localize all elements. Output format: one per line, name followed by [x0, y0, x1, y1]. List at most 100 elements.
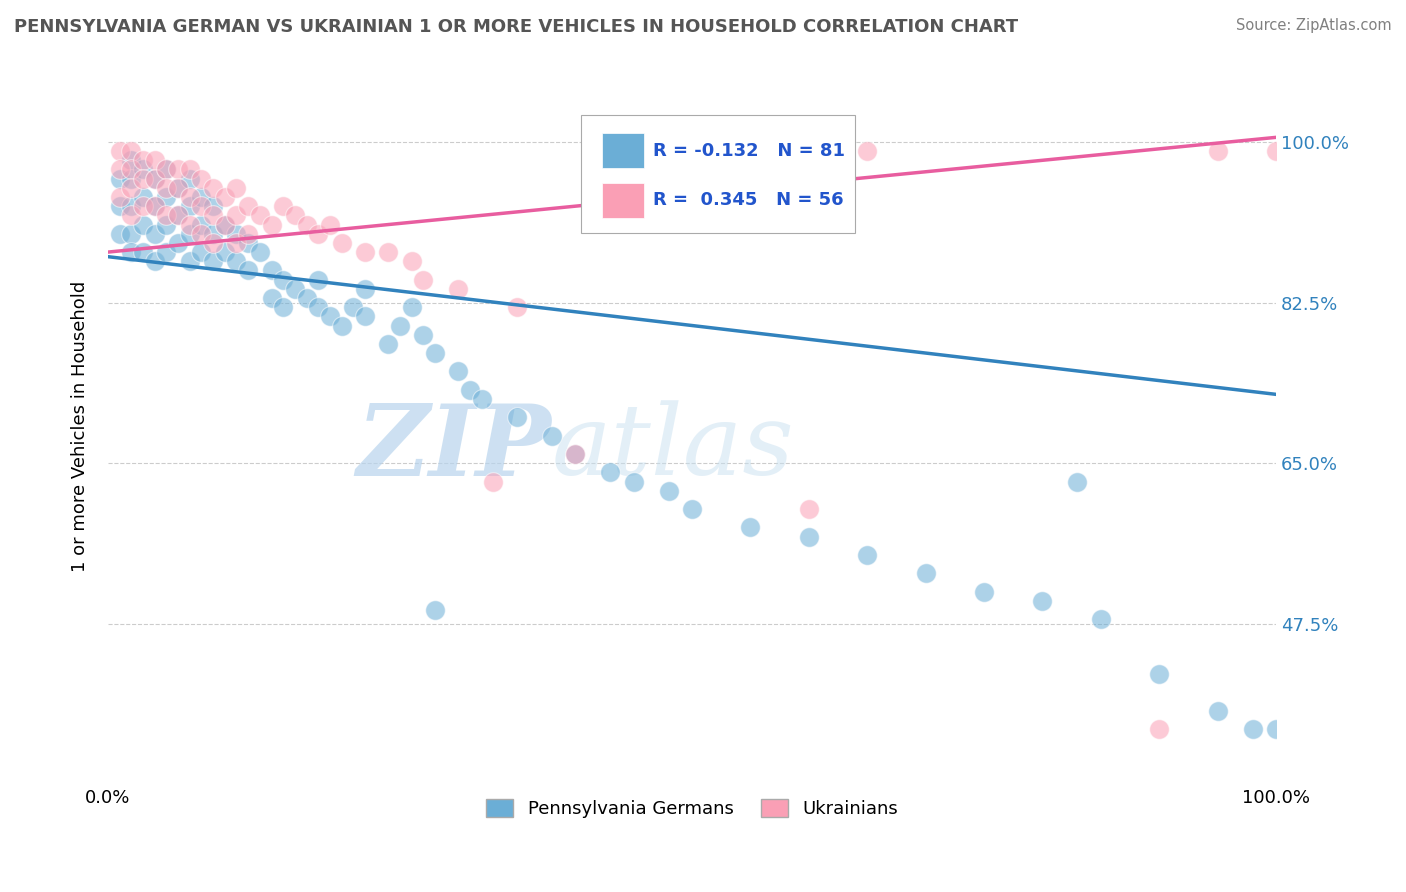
Point: [599, 466, 621, 480]
Point: [108, 227, 131, 241]
Point: [307, 227, 329, 241]
Point: [377, 337, 399, 351]
Point: [1206, 704, 1229, 718]
Point: [236, 227, 259, 241]
Point: [354, 310, 377, 324]
Point: [540, 428, 562, 442]
FancyBboxPatch shape: [581, 115, 855, 233]
Point: [120, 199, 142, 213]
Point: [354, 282, 377, 296]
Point: [108, 171, 131, 186]
Point: [132, 162, 155, 177]
Point: [1031, 594, 1053, 608]
Point: [260, 263, 283, 277]
Point: [260, 218, 283, 232]
Point: [190, 245, 212, 260]
Point: [354, 245, 377, 260]
Point: [108, 190, 131, 204]
Point: [120, 208, 142, 222]
Point: [179, 254, 201, 268]
Point: [155, 162, 177, 177]
Point: [120, 144, 142, 158]
Point: [271, 199, 294, 213]
Point: [236, 235, 259, 250]
Point: [155, 190, 177, 204]
Point: [401, 300, 423, 314]
Text: atlas: atlas: [551, 401, 794, 496]
Point: [120, 153, 142, 168]
Point: [179, 199, 201, 213]
Point: [225, 181, 247, 195]
Point: [132, 190, 155, 204]
Point: [108, 144, 131, 158]
Point: [190, 190, 212, 204]
Point: [1090, 612, 1112, 626]
Point: [143, 199, 166, 213]
Point: [681, 502, 703, 516]
Point: [225, 235, 247, 250]
Point: [214, 245, 236, 260]
Point: [1066, 475, 1088, 489]
Point: [973, 584, 995, 599]
Point: [1147, 723, 1170, 737]
FancyBboxPatch shape: [602, 134, 644, 169]
Point: [214, 190, 236, 204]
Point: [423, 346, 446, 360]
Point: [1206, 144, 1229, 158]
Point: [471, 392, 494, 406]
Point: [447, 282, 470, 296]
Point: [155, 245, 177, 260]
Point: [740, 520, 762, 534]
Point: [1241, 723, 1264, 737]
Point: [412, 327, 434, 342]
Point: [249, 208, 271, 222]
Point: [623, 475, 645, 489]
Point: [190, 199, 212, 213]
Point: [202, 181, 225, 195]
Point: [307, 300, 329, 314]
Point: [797, 502, 820, 516]
Point: [143, 153, 166, 168]
Point: [120, 171, 142, 186]
Point: [458, 383, 481, 397]
Point: [284, 208, 307, 222]
Point: [914, 566, 936, 581]
Point: [120, 227, 142, 241]
Point: [658, 483, 681, 498]
Point: [284, 282, 307, 296]
Point: [132, 199, 155, 213]
Point: [143, 171, 166, 186]
Text: ZIP: ZIP: [357, 400, 551, 496]
Point: [179, 190, 201, 204]
Point: [132, 218, 155, 232]
Point: [377, 245, 399, 260]
Point: [132, 171, 155, 186]
Point: [330, 235, 353, 250]
Point: [155, 181, 177, 195]
Point: [225, 227, 247, 241]
Point: [295, 218, 318, 232]
Point: [143, 254, 166, 268]
Text: PENNSYLVANIA GERMAN VS UKRAINIAN 1 OR MORE VEHICLES IN HOUSEHOLD CORRELATION CHA: PENNSYLVANIA GERMAN VS UKRAINIAN 1 OR MO…: [14, 18, 1018, 36]
Point: [167, 208, 190, 222]
Point: [271, 272, 294, 286]
Point: [564, 447, 586, 461]
Point: [564, 447, 586, 461]
Point: [190, 171, 212, 186]
Point: [447, 364, 470, 378]
Point: [225, 208, 247, 222]
Point: [120, 162, 142, 177]
Point: [388, 318, 411, 333]
Point: [1265, 723, 1288, 737]
Point: [167, 208, 190, 222]
Point: [202, 235, 225, 250]
FancyBboxPatch shape: [602, 183, 644, 219]
Point: [506, 300, 529, 314]
Point: [143, 171, 166, 186]
Point: [155, 218, 177, 232]
Point: [179, 227, 201, 241]
Legend: Pennsylvania Germans, Ukrainians: Pennsylvania Germans, Ukrainians: [479, 792, 905, 825]
Point: [214, 218, 236, 232]
Point: [202, 199, 225, 213]
Point: [120, 245, 142, 260]
